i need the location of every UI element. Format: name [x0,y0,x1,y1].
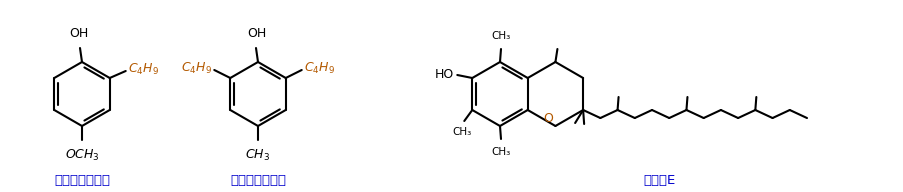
Text: OH: OH [70,27,88,40]
Text: 二丁基羟基甲苯: 二丁基羟基甲苯 [229,174,285,187]
Text: 维生素E: 维生素E [643,174,675,187]
Text: OH: OH [247,27,266,40]
Text: $CH_3$: $CH_3$ [246,148,270,163]
Text: $C_4H_9$: $C_4H_9$ [127,61,158,77]
Text: O: O [543,113,553,126]
Text: $OCH_3$: $OCH_3$ [64,148,99,163]
Text: CH₃: CH₃ [452,127,471,137]
Text: $C_4H_9$: $C_4H_9$ [303,60,334,75]
Text: HO: HO [434,69,454,81]
Text: CH₃: CH₃ [491,147,510,157]
Text: 丁基羟基茕香醒: 丁基羟基茕香醒 [54,174,110,187]
Text: $C_4H_9$: $C_4H_9$ [182,60,212,75]
Text: CH₃: CH₃ [491,31,510,41]
